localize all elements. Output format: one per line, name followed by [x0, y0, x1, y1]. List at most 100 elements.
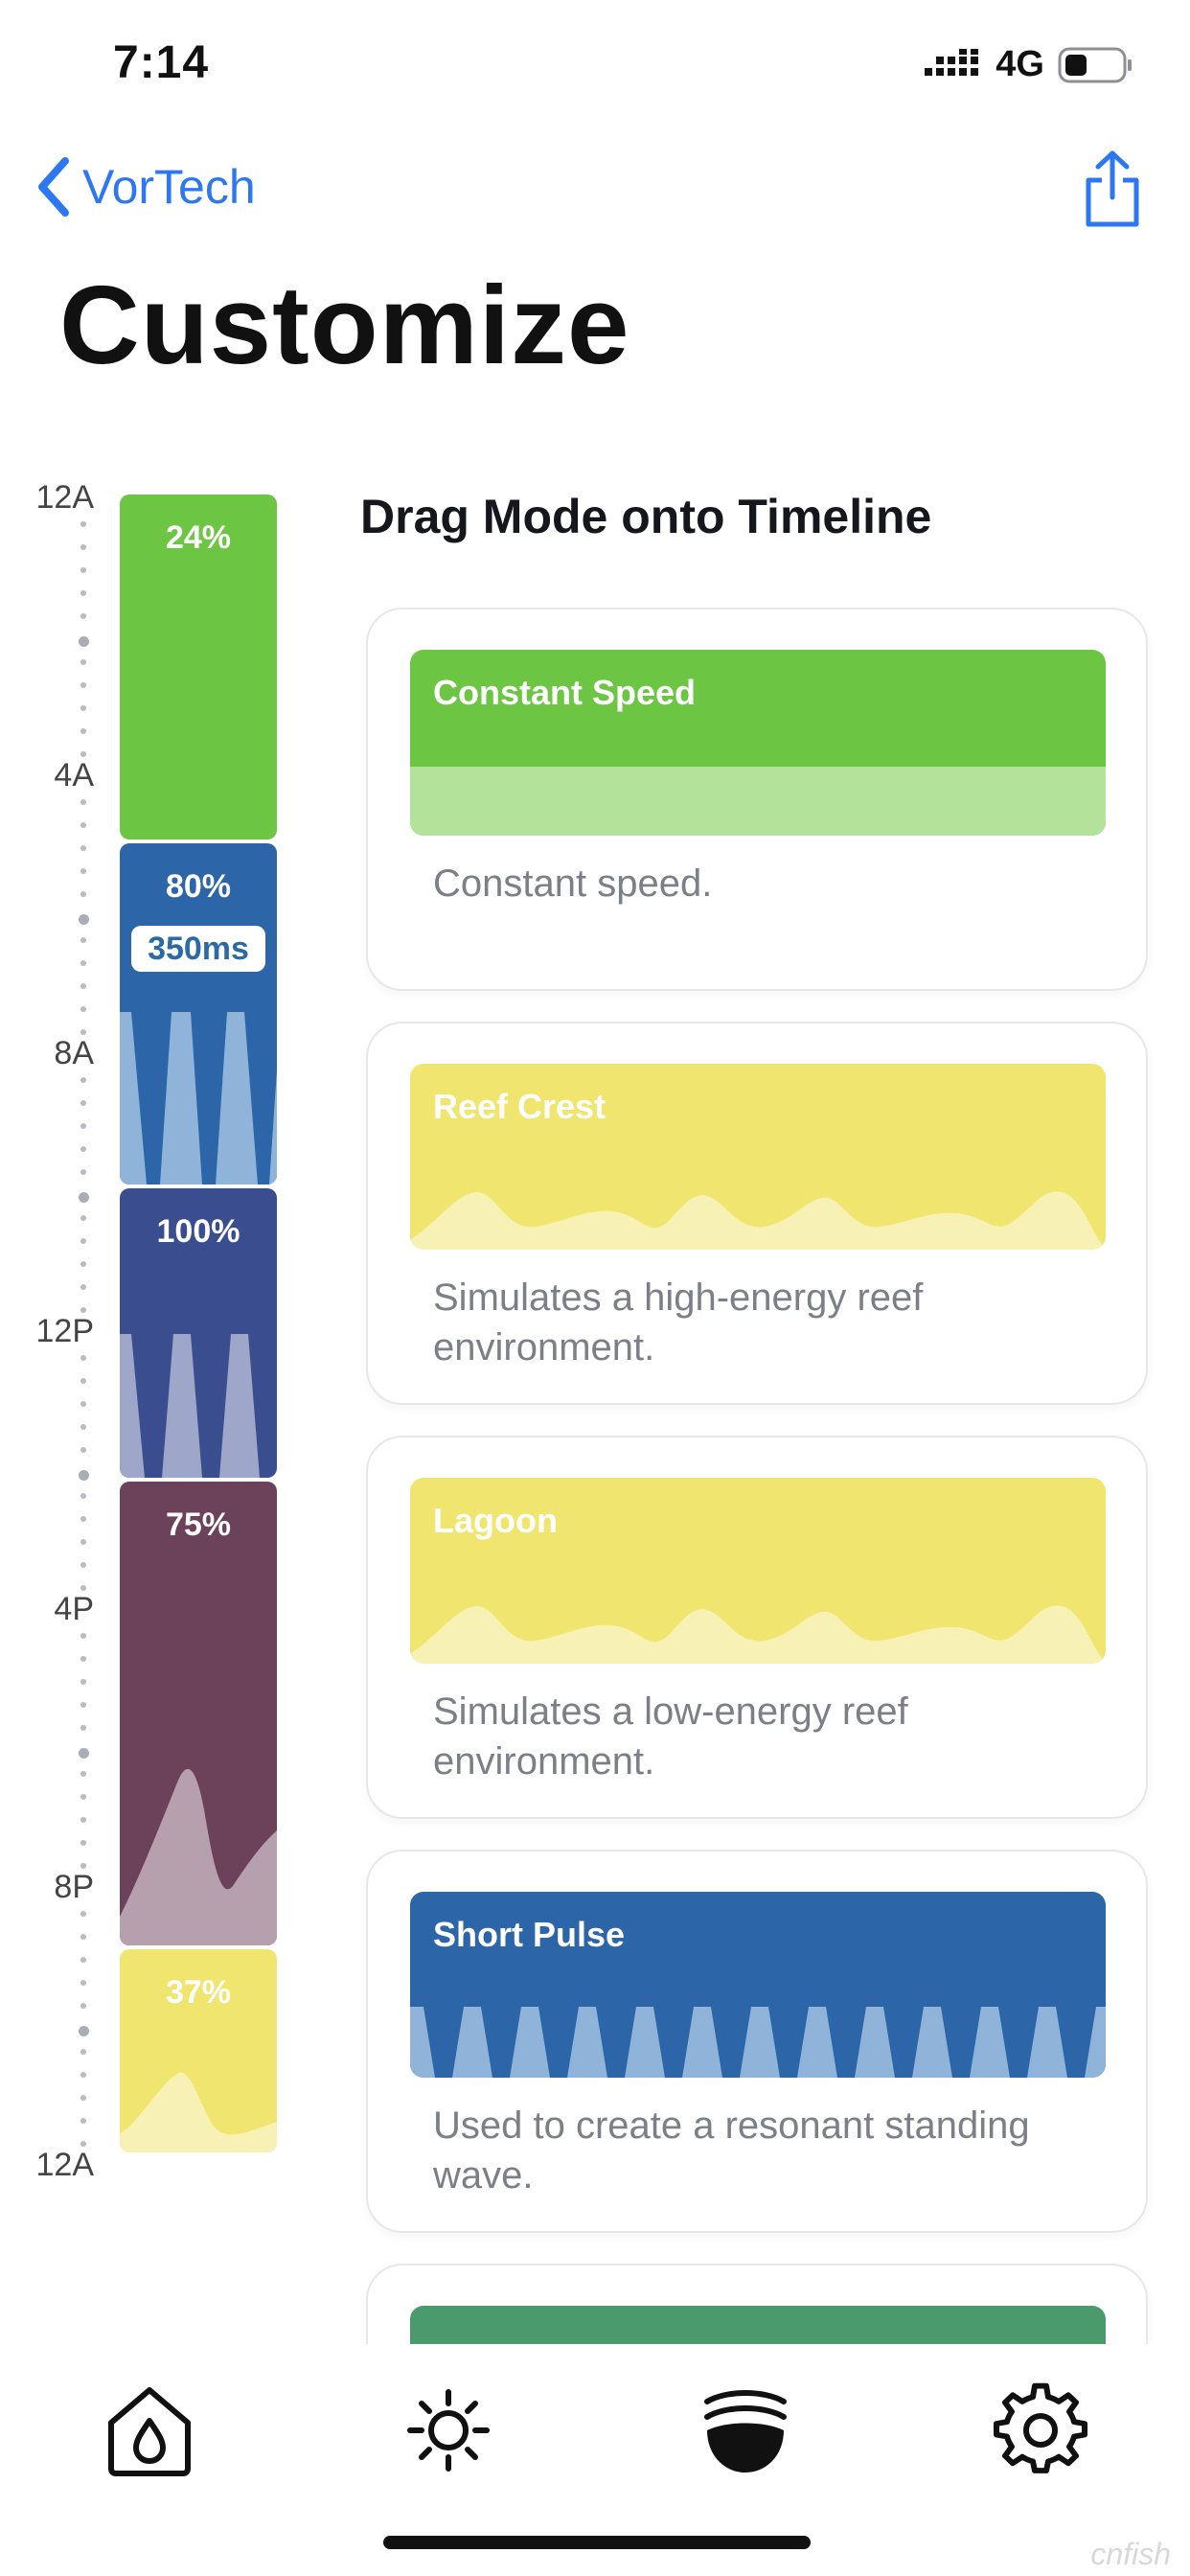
- mode-name: Lagoon: [433, 1501, 558, 1540]
- timeline-dot: [80, 1539, 86, 1545]
- timeline-dot: [80, 891, 86, 897]
- segment-percent: 100%: [156, 1213, 240, 1250]
- timeline[interactable]: 12A 4A 8A 12P 4P 8P 12A 24% 80% 350ms 10…: [0, 479, 307, 2185]
- section-heading: Drag Mode onto Timeline: [360, 490, 932, 543]
- timeline-dot: [80, 1401, 86, 1407]
- watermark: cnfish: [1090, 2537, 1171, 2571]
- mode-name: Short Pulse: [433, 1915, 626, 1954]
- tick-label: 12A: [35, 479, 95, 516]
- timeline-dot: [80, 2118, 86, 2124]
- back-label: VorTech: [82, 160, 256, 214]
- mode-card-lagoon[interactable]: Lagoon Simulates a low-energy reef envir…: [366, 1436, 1148, 1819]
- timeline-dot: [80, 960, 86, 966]
- timeline-dot: [80, 1562, 86, 1568]
- mode-card-constant-speed[interactable]: Constant Speed Constant speed.: [366, 608, 1148, 991]
- timeline-dot: [80, 983, 86, 989]
- timeline-dot: [79, 1748, 89, 1759]
- waves-icon[interactable]: [698, 2382, 793, 2478]
- battery-icon: [1058, 47, 1132, 82]
- home-indicator[interactable]: [383, 2536, 811, 2549]
- timeline-dot: [80, 1077, 86, 1083]
- timeline-dot: [80, 1284, 86, 1290]
- sun-icon[interactable]: [400, 2382, 496, 2478]
- timeline-dot: [80, 1679, 86, 1685]
- mode-card-partial[interactable]: [366, 2264, 1148, 2344]
- back-button[interactable]: VorTech: [34, 155, 256, 218]
- timeline-dot: [80, 1355, 86, 1361]
- tick-label: 8A: [54, 1035, 94, 1071]
- mode-description: Simulates a low-energy reef environment.: [433, 1690, 908, 1782]
- timeline-dot: [80, 1934, 86, 1940]
- timeline-dot: [80, 1447, 86, 1453]
- mode-description: Used to create a resonant standing wave.: [433, 2104, 1030, 2196]
- timeline-dot: [80, 1307, 86, 1313]
- status-time: 7:14: [113, 37, 210, 88]
- timeline-dot: [80, 1238, 86, 1244]
- mode-banner: Reef Crest: [410, 1064, 1106, 1250]
- timeline-dot: [80, 1725, 86, 1731]
- segment-percent: 75%: [165, 1506, 232, 1543]
- timeline-dot: [80, 1585, 86, 1591]
- tick-label: 12P: [35, 1313, 95, 1349]
- mode-banner: [410, 2306, 1106, 2344]
- segment-percent: 24%: [165, 519, 232, 556]
- timeline-dot: [80, 1656, 86, 1662]
- timeline-dot: [80, 2049, 86, 2055]
- timeline-dot: [80, 1378, 86, 1384]
- segment-percent: 80%: [165, 868, 232, 905]
- timeline-dot: [80, 682, 86, 688]
- timeline-segment-lagoon[interactable]: 37%: [120, 1949, 277, 2152]
- mode-banner: Short Pulse: [410, 1892, 1106, 2078]
- timeline-segment-short-pulse[interactable]: 80% 350ms: [120, 843, 277, 1184]
- timeline-dot: [80, 544, 86, 550]
- timeline-dot: [80, 1493, 86, 1499]
- reef-crest-wave-graphic: [410, 1191, 1106, 1250]
- gear-icon[interactable]: [993, 2382, 1088, 2478]
- timeline-dot: [80, 1424, 86, 1430]
- status-indicators: 4G: [925, 44, 1133, 85]
- timeline-dot: [80, 1702, 86, 1708]
- chevron-left-icon: [38, 157, 69, 217]
- mode-banner: Lagoon: [410, 1478, 1106, 1664]
- timeline-dot: [80, 1771, 86, 1777]
- timeline-dot: [80, 1215, 86, 1221]
- timeline-dot: [80, 590, 86, 596]
- timeline-dot: [80, 1863, 86, 1869]
- timeline-segment-short-pulse[interactable]: 100%: [120, 1188, 277, 1478]
- timeline-dot: [80, 1169, 86, 1175]
- timeline-dot: [80, 2072, 86, 2078]
- mode-card-short-pulse[interactable]: Short Pulse Used to create a resonant st…: [366, 1850, 1148, 2233]
- timeline-dot: [80, 567, 86, 573]
- timeline-dot: [80, 2003, 86, 2009]
- timeline-dot: [80, 521, 86, 527]
- timeline-dot: [80, 845, 86, 851]
- timeline-dot: [80, 1911, 86, 1917]
- timeline-dot: [80, 1980, 86, 1986]
- timeline-dot: [80, 1146, 86, 1152]
- timeline-dot: [80, 1029, 86, 1035]
- timeline-dot: [80, 1261, 86, 1267]
- timeline-dot: [80, 799, 86, 805]
- timeline-dot: [79, 914, 89, 925]
- mode-card-reef-crest[interactable]: Reef Crest Simulates a high-energy reef …: [366, 1022, 1148, 1405]
- mode-banner: Constant Speed: [410, 650, 1106, 836]
- timeline-dot: [80, 1794, 86, 1800]
- tick-label: 8P: [54, 1869, 94, 1905]
- short-pulse-wave-graphic: [410, 2007, 1106, 2078]
- mode-name: Reef Crest: [433, 1087, 606, 1126]
- tick-label: 12A: [35, 2147, 95, 2183]
- timeline-segment-nutrient-transport[interactable]: 75%: [120, 1482, 277, 1945]
- lagoon-wave-graphic: [120, 2072, 277, 2152]
- mode-list[interactable]: Constant Speed Constant speed. Reef Cres…: [0, 604, 1190, 2344]
- timeline-segment-constant-speed[interactable]: 24%: [120, 494, 277, 840]
- timeline-dot: [80, 937, 86, 943]
- lagoon-wave-graphic: [410, 1605, 1106, 1664]
- timeline-dot: [80, 822, 86, 828]
- share-icon[interactable]: [1079, 150, 1146, 230]
- timeline-dot: [80, 728, 86, 734]
- constant-flow-graphic: [410, 767, 1106, 836]
- timeline-dot: [80, 1100, 86, 1106]
- timeline-dot: [79, 2026, 89, 2036]
- home-drop-icon[interactable]: [102, 2382, 197, 2478]
- nutrient-wave-graphic: [120, 1768, 277, 1945]
